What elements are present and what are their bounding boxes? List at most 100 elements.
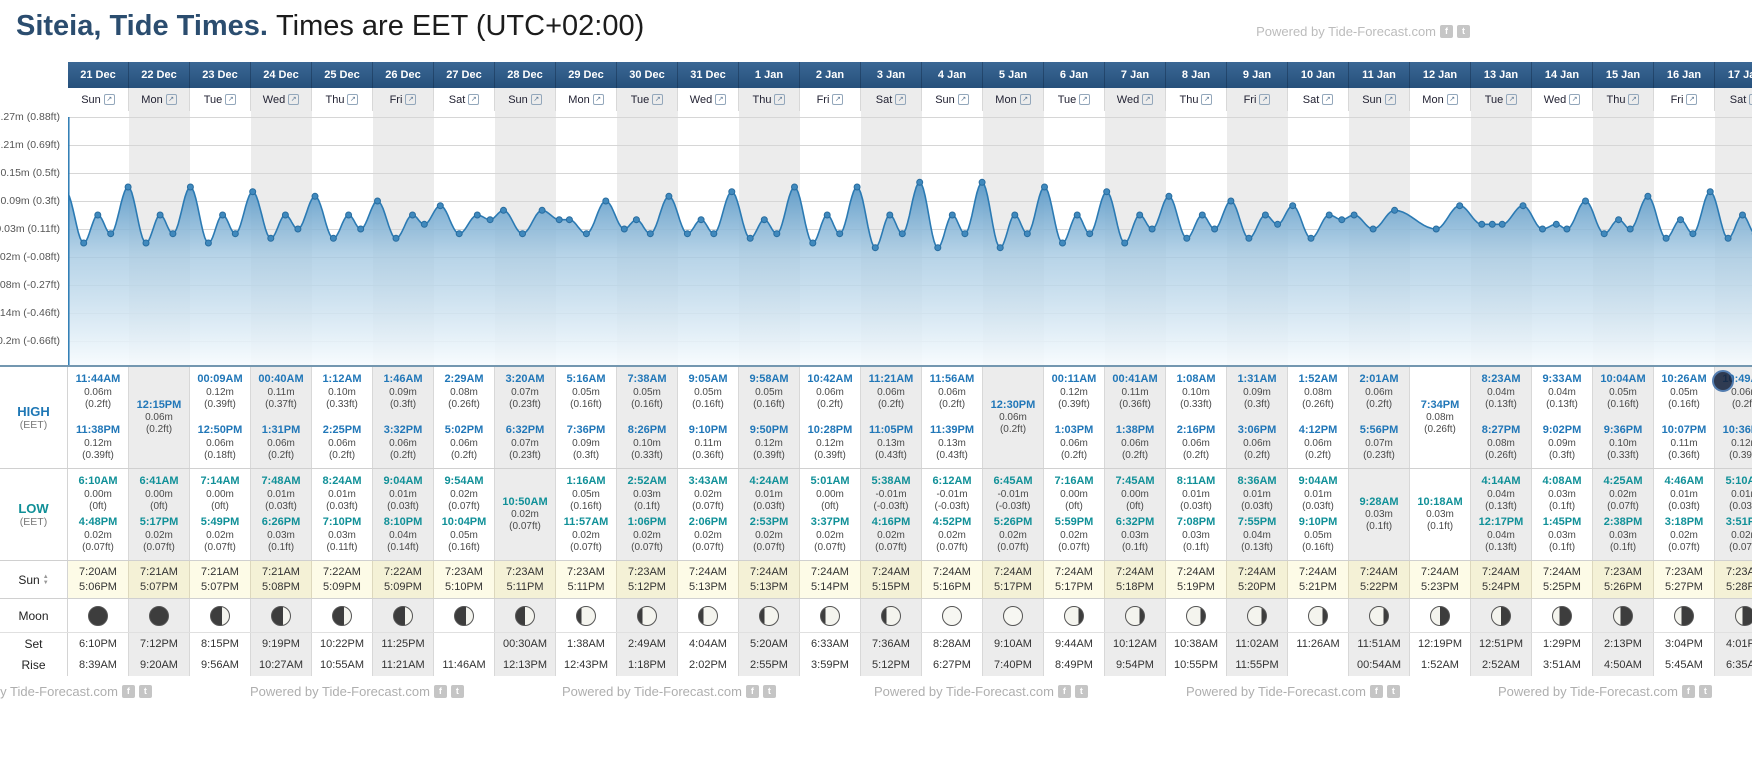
weekday-cell[interactable]: Thu ↗ <box>1166 88 1227 111</box>
sun-times-cell: 7:23AM 5:28PM <box>1715 561 1752 598</box>
high-tide-event: 12:15PM 0.06m (0.2ft) <box>129 399 189 437</box>
low-tide-cell: 9:04AM 0.01m (0.03ft) 9:10PM 0.05m (0.16ft) <box>1288 469 1349 560</box>
moon-phase-icon-waning-gibbous <box>1369 605 1389 626</box>
weekday-cell[interactable]: Thu ↗ <box>312 88 373 111</box>
weekday-cell[interactable]: Sun ↗ <box>495 88 556 111</box>
moonrise-cell: 2:52AM <box>1471 654 1532 676</box>
weekday-cell[interactable]: Fri ↗ <box>800 88 861 111</box>
date-cell: 26 Dec <box>373 62 434 88</box>
expand-day-icon[interactable]: ↗ <box>1322 94 1334 105</box>
weekday-cell[interactable]: Sat↗ <box>1288 88 1349 111</box>
moon-phase-icon-new <box>88 605 108 626</box>
high-tide-event: 00:41AM 0.11m (0.36ft) <box>1105 373 1165 411</box>
sunset-time: 5:17PM <box>1055 581 1093 593</box>
expand-day-icon[interactable]: ↗ <box>1686 94 1698 105</box>
tide-extreme-dot <box>294 225 302 233</box>
date-cell: 24 Dec <box>251 62 312 88</box>
tide-height-ft: (0.2ft) <box>1060 450 1088 461</box>
sunrise-time: 7:24AM <box>933 566 971 578</box>
high-tide-event-time: 9:33AM <box>1542 373 1582 385</box>
expand-day-icon[interactable]: ↗ <box>468 94 480 105</box>
date-cell: 11 Jan <box>1349 62 1410 88</box>
weekday-cell[interactable]: Fri ↗ <box>373 88 434 111</box>
weekday-cell[interactable]: Wed ↗ <box>678 88 739 111</box>
expand-day-icon[interactable]: ↗ <box>1079 94 1091 105</box>
expand-day-icon[interactable]: ↗ <box>1019 94 1031 105</box>
expand-day-icon[interactable]: ↗ <box>1506 94 1518 105</box>
tide-height-ft: (0.11ft) <box>326 542 358 553</box>
expand-day-icon[interactable]: ↗ <box>103 94 115 105</box>
high-tide-event: 1:12AM 0.10m (0.33ft) <box>312 373 372 411</box>
weekday-cell[interactable]: Wed ↗ <box>1532 88 1593 111</box>
expand-day-icon[interactable]: ↗ <box>1259 94 1271 105</box>
weekday-cell[interactable]: Sun ↗ <box>68 88 129 111</box>
expand-day-icon[interactable]: ↗ <box>957 94 969 105</box>
weekday-cell[interactable]: Tue ↗ <box>617 88 678 111</box>
weekday-cell[interactable]: Fri ↗ <box>1654 88 1715 111</box>
weekday-cell[interactable]: Sun ↗ <box>1349 88 1410 111</box>
moon-phase-cell <box>1532 599 1593 632</box>
date-cell: 10 Jan <box>1288 62 1349 88</box>
tide-height-ft: (0.2ft) <box>1243 450 1271 461</box>
weekday-cell[interactable]: Thu ↗ <box>739 88 800 111</box>
tide-extreme-dot <box>809 239 817 247</box>
weekday-cell[interactable]: Mon ↗ <box>983 88 1044 111</box>
tide-extreme-dot <box>1350 211 1358 219</box>
weekday-cell[interactable]: Wed ↗ <box>251 88 312 111</box>
date-cell: 14 Jan <box>1532 62 1593 88</box>
weekday-cell[interactable]: Wed ↗ <box>1105 88 1166 111</box>
weekday-cell[interactable]: Tue ↗ <box>1044 88 1105 111</box>
high-tide-event-time: 12:50PM <box>197 424 243 437</box>
sun-times-cell: 7:24AM 5:23PM <box>1410 561 1471 598</box>
expand-day-icon[interactable]: ↗ <box>1384 94 1396 105</box>
moon-phase-cell <box>556 599 617 632</box>
expand-day-icon[interactable]: ↗ <box>347 94 359 105</box>
expand-day-icon[interactable]: ↗ <box>652 94 664 105</box>
sunrise-time: 7:23AM <box>1726 566 1752 578</box>
moonset-cell: 4:01PM <box>1715 633 1752 654</box>
expand-day-icon[interactable]: ↗ <box>832 94 844 105</box>
weekday-cell[interactable]: Sat↗ <box>1715 88 1752 111</box>
weekday-cell[interactable]: Tue ↗ <box>1471 88 1532 111</box>
moonrise-cell: 8:49PM <box>1044 654 1105 676</box>
expand-day-icon[interactable]: ↗ <box>895 94 907 105</box>
expand-day-icon[interactable]: ↗ <box>530 94 542 105</box>
weekday-cell[interactable]: Mon ↗ <box>1410 88 1471 111</box>
low-tide-event: 7:16AM 0.00m (0ft) <box>1044 475 1104 513</box>
high-tide-event-time: 10:07PM <box>1661 424 1707 437</box>
weekday-cell[interactable]: Sun ↗ <box>922 88 983 111</box>
low-tide-cell: 6:41AM 0.00m (0ft) 5:17PM 0.02m (0.07ft) <box>129 469 190 560</box>
sunrise-time: 7:24AM <box>1482 566 1520 578</box>
tide-height-ft: (0.13ft) <box>1485 500 1517 512</box>
high-tide-event-time: 8:26PM <box>627 424 667 437</box>
expand-day-icon[interactable]: ↗ <box>225 94 237 105</box>
expand-day-icon[interactable]: ↗ <box>165 94 177 105</box>
low-tide-event: 5:17PM 0.02m (0.07ft) <box>129 516 189 554</box>
expand-day-icon[interactable]: ↗ <box>1569 94 1581 105</box>
expand-day-icon[interactable]: ↗ <box>1142 94 1154 105</box>
expand-day-icon[interactable]: ↗ <box>715 94 727 105</box>
low-tide-cell: 7:45AM 0.00m (0ft) 6:32PM 0.03m (0.1ft) <box>1105 469 1166 560</box>
expand-day-icon[interactable]: ↗ <box>405 94 417 105</box>
low-tide-cell: 10:18AM 0.03m (0.1ft) <box>1410 469 1471 560</box>
high-tide-event-time: 1:31PM <box>261 424 301 437</box>
expand-day-icon[interactable]: ↗ <box>592 94 604 105</box>
weekday-cell[interactable]: Mon ↗ <box>556 88 617 111</box>
expand-day-icon[interactable]: ↗ <box>1628 94 1640 105</box>
weekday-cell[interactable]: Fri ↗ <box>1227 88 1288 111</box>
expand-day-icon[interactable]: ↗ <box>288 94 300 105</box>
sunrise-time: 7:23AM <box>628 566 666 578</box>
expand-day-icon[interactable]: ↗ <box>774 94 786 105</box>
expand-day-icon[interactable]: ↗ <box>1201 94 1213 105</box>
low-tide-event: 2:38PM 0.03m (0.1ft) <box>1593 516 1653 554</box>
sunset-time: 5:13PM <box>689 581 727 593</box>
high-tide-event: 9:50PM 0.12m (0.39ft) <box>739 424 799 462</box>
weekday-cell[interactable]: Mon ↗ <box>129 88 190 111</box>
tide-extreme-dot <box>1552 220 1560 228</box>
tide-extreme-dot <box>392 234 400 242</box>
weekday-cell[interactable]: Sat↗ <box>434 88 495 111</box>
weekday-cell[interactable]: Sat↗ <box>861 88 922 111</box>
weekday-cell[interactable]: Tue ↗ <box>190 88 251 111</box>
expand-day-icon[interactable]: ↗ <box>1446 94 1458 105</box>
weekday-cell[interactable]: Thu ↗ <box>1593 88 1654 111</box>
